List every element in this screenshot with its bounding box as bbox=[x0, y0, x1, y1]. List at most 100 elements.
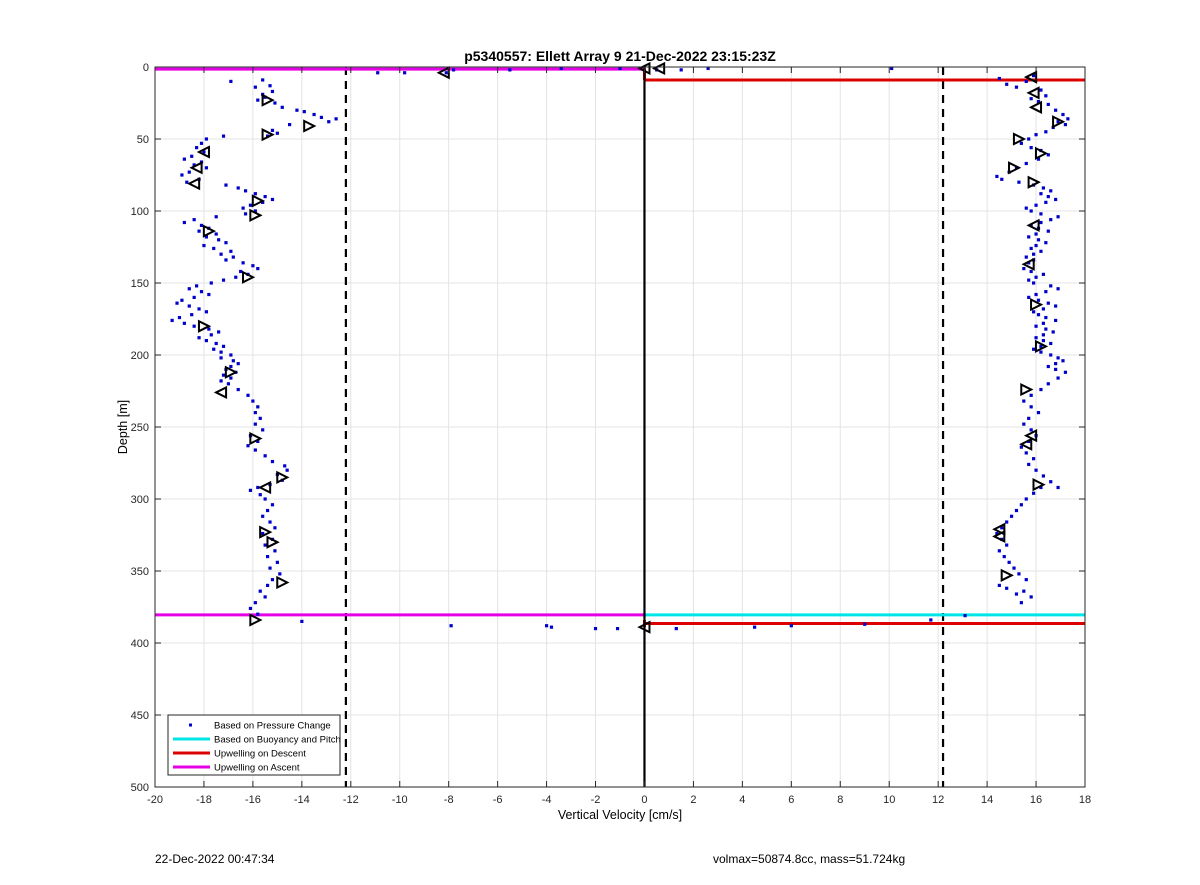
triangle-marker bbox=[242, 270, 256, 284]
data-point bbox=[1066, 117, 1070, 121]
data-point bbox=[451, 68, 456, 72]
triangle-marker bbox=[637, 620, 651, 634]
data-point bbox=[229, 353, 233, 357]
data-point bbox=[1034, 324, 1038, 328]
data-point bbox=[1005, 82, 1009, 86]
data-point bbox=[224, 258, 228, 262]
data-point bbox=[182, 157, 186, 161]
data-point bbox=[195, 146, 199, 150]
data-point bbox=[248, 203, 253, 207]
data-point bbox=[1034, 243, 1038, 248]
data-point bbox=[265, 555, 270, 559]
data-point bbox=[182, 321, 186, 325]
triangle-marker bbox=[186, 177, 201, 191]
data-point bbox=[1056, 356, 1060, 360]
triangle-marker bbox=[1052, 115, 1066, 129]
data-point bbox=[263, 543, 267, 547]
data-point bbox=[1044, 241, 1048, 245]
data-point bbox=[1014, 85, 1019, 89]
triangle-marker bbox=[251, 194, 266, 208]
y-tick-label: 100 bbox=[131, 206, 149, 218]
triangle-marker bbox=[261, 93, 275, 107]
data-point bbox=[1000, 526, 1004, 530]
data-point bbox=[185, 180, 189, 184]
data-point bbox=[544, 624, 549, 628]
data-point bbox=[170, 318, 174, 323]
x-tick-label: 6 bbox=[788, 794, 794, 806]
y-tick-label: 300 bbox=[131, 494, 149, 506]
data-point bbox=[192, 218, 196, 222]
data-point bbox=[1019, 141, 1023, 145]
y-tick-label: 500 bbox=[131, 782, 149, 794]
data-point bbox=[1014, 166, 1019, 170]
data-point bbox=[1024, 206, 1028, 210]
data-point bbox=[1036, 298, 1041, 302]
footer-volmax-mass: volmax=50874.8cc, mass=51.724kg bbox=[713, 852, 906, 866]
footer-timestamp: 22-Dec-2022 00:47:34 bbox=[155, 852, 275, 866]
data-point bbox=[197, 307, 201, 311]
data-point bbox=[265, 508, 270, 513]
data-point bbox=[1032, 252, 1036, 256]
data-point bbox=[285, 468, 289, 472]
data-point bbox=[1014, 508, 1019, 513]
data-point bbox=[212, 347, 216, 351]
triangle-marker bbox=[1030, 297, 1044, 312]
data-point bbox=[1032, 347, 1036, 351]
data-point bbox=[1041, 186, 1045, 190]
legend-label: Based on Buoyancy and Pitch bbox=[214, 735, 341, 746]
data-point bbox=[1029, 405, 1033, 409]
data-point bbox=[256, 267, 260, 271]
data-point bbox=[1029, 146, 1033, 150]
legend: Based on Pressure Change Based on Buoyanc… bbox=[167, 714, 341, 776]
data-point bbox=[1054, 197, 1058, 202]
data-point bbox=[256, 485, 260, 490]
data-point bbox=[246, 393, 250, 397]
data-point bbox=[253, 422, 257, 426]
data-point bbox=[300, 619, 304, 623]
x-tick-label: 16 bbox=[1030, 794, 1042, 806]
data-point bbox=[202, 150, 206, 154]
data-point bbox=[1056, 376, 1060, 380]
data-point bbox=[258, 493, 262, 497]
data-point bbox=[1032, 457, 1036, 461]
data-point bbox=[221, 278, 226, 282]
x-tick-label: -16 bbox=[245, 794, 261, 806]
data-point bbox=[182, 220, 186, 225]
data-point bbox=[1046, 195, 1050, 199]
data-point bbox=[449, 624, 453, 628]
data-point bbox=[275, 131, 279, 135]
data-point bbox=[219, 379, 223, 383]
data-point bbox=[187, 304, 191, 308]
data-point bbox=[253, 192, 257, 196]
triangle-marker bbox=[261, 128, 275, 142]
data-point bbox=[263, 195, 267, 199]
data-point bbox=[1014, 592, 1019, 596]
data-point bbox=[1049, 341, 1053, 346]
data-point bbox=[403, 71, 407, 75]
data-point bbox=[1022, 399, 1026, 403]
data-point bbox=[618, 66, 622, 71]
data-point bbox=[863, 622, 867, 626]
data-point bbox=[224, 241, 228, 245]
data-point bbox=[1034, 133, 1038, 137]
data-point bbox=[593, 627, 598, 631]
triangle-marker bbox=[224, 365, 239, 379]
data-point bbox=[1046, 229, 1050, 233]
data-point bbox=[246, 444, 250, 448]
data-point bbox=[929, 618, 933, 622]
triangle-marker bbox=[266, 535, 280, 549]
triangle-marker bbox=[1008, 161, 1022, 175]
data-point bbox=[1054, 362, 1058, 366]
x-tick-label: 0 bbox=[641, 794, 647, 806]
data-point bbox=[1056, 485, 1060, 490]
data-point bbox=[1046, 364, 1050, 369]
data-point bbox=[1049, 480, 1053, 484]
data-point bbox=[261, 200, 265, 204]
triangle-marker bbox=[1020, 382, 1034, 397]
data-point bbox=[268, 84, 272, 88]
triangle-marker bbox=[1000, 568, 1014, 582]
data-point bbox=[1032, 310, 1036, 314]
data-point bbox=[1027, 462, 1031, 467]
data-point bbox=[204, 137, 208, 141]
data-point bbox=[253, 209, 257, 213]
